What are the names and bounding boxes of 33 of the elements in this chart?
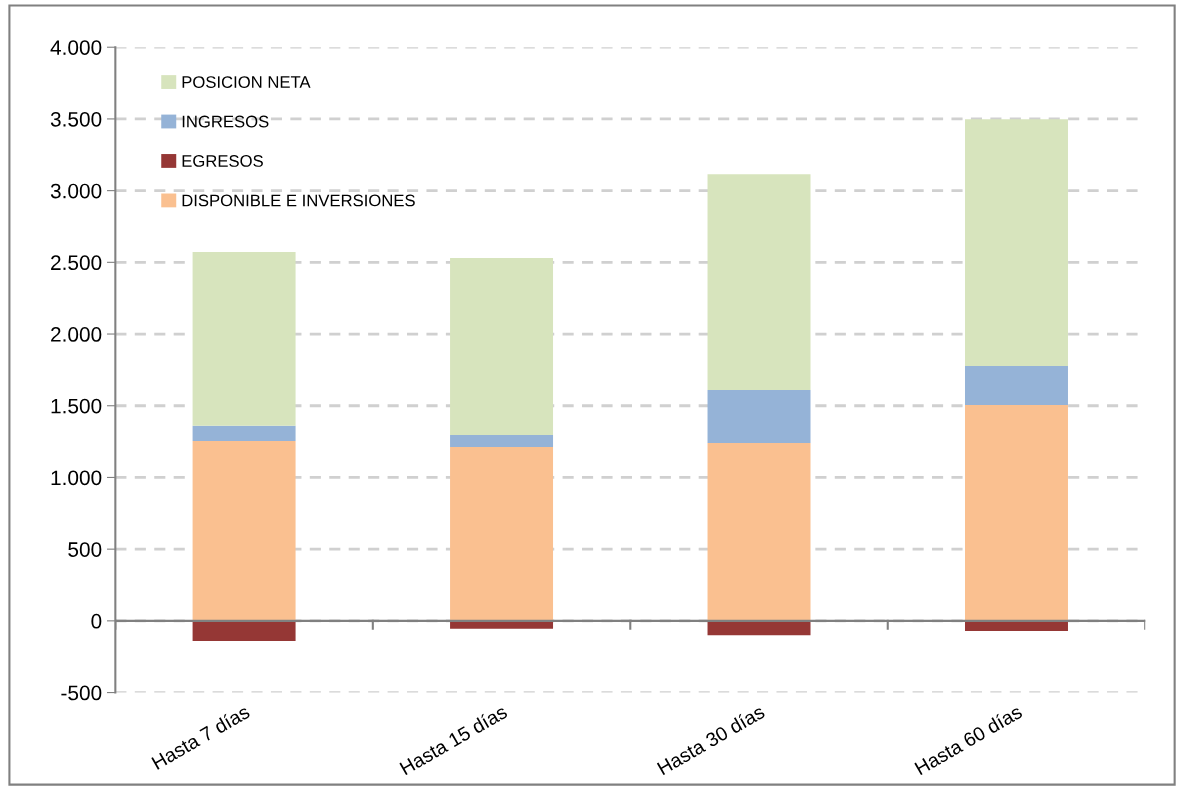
bar: [964, 620, 1068, 631]
bar: [192, 425, 296, 441]
x-tick-label: Hasta 60 días: [913, 703, 1024, 776]
y-tick-label: 1.000: [51, 470, 102, 486]
bar: [450, 258, 554, 435]
bar: [192, 252, 296, 426]
bar: [450, 446, 554, 621]
bar: [964, 119, 1068, 367]
bar: [192, 440, 296, 621]
y-tick-label: 1.500: [51, 398, 102, 414]
legend-label: DISPONIBLE E INVERSIONES: [182, 194, 415, 207]
bar: [707, 620, 811, 636]
y-tick-label: 2.000: [51, 327, 102, 342]
y-tick-label: 3.000: [50, 183, 102, 199]
y-tick-label: 500: [68, 542, 102, 557]
bar: [450, 435, 554, 447]
bar: [707, 174, 811, 390]
x-tick-label: Hasta 30 días: [656, 703, 766, 776]
y-tick-label: -500: [61, 685, 102, 701]
bar: [964, 366, 1068, 406]
legend-label: POSICION NETA: [182, 76, 311, 88]
y-tick-label: 4.000: [50, 40, 102, 55]
bar: [192, 620, 296, 641]
legend-label: INGRESOS: [182, 115, 269, 128]
bar: [707, 443, 811, 621]
y-tick-label: 3.500: [50, 111, 102, 127]
legend-label: EGRESOS: [182, 155, 263, 167]
bar: [707, 389, 811, 444]
y-tick-label: 0: [91, 613, 102, 629]
y-tick-label: 2.500: [51, 255, 102, 271]
bar: [964, 405, 1068, 621]
x-tick-label: Hasta 15 días: [398, 703, 509, 776]
x-tick-label: Hasta 7 días: [150, 703, 251, 770]
